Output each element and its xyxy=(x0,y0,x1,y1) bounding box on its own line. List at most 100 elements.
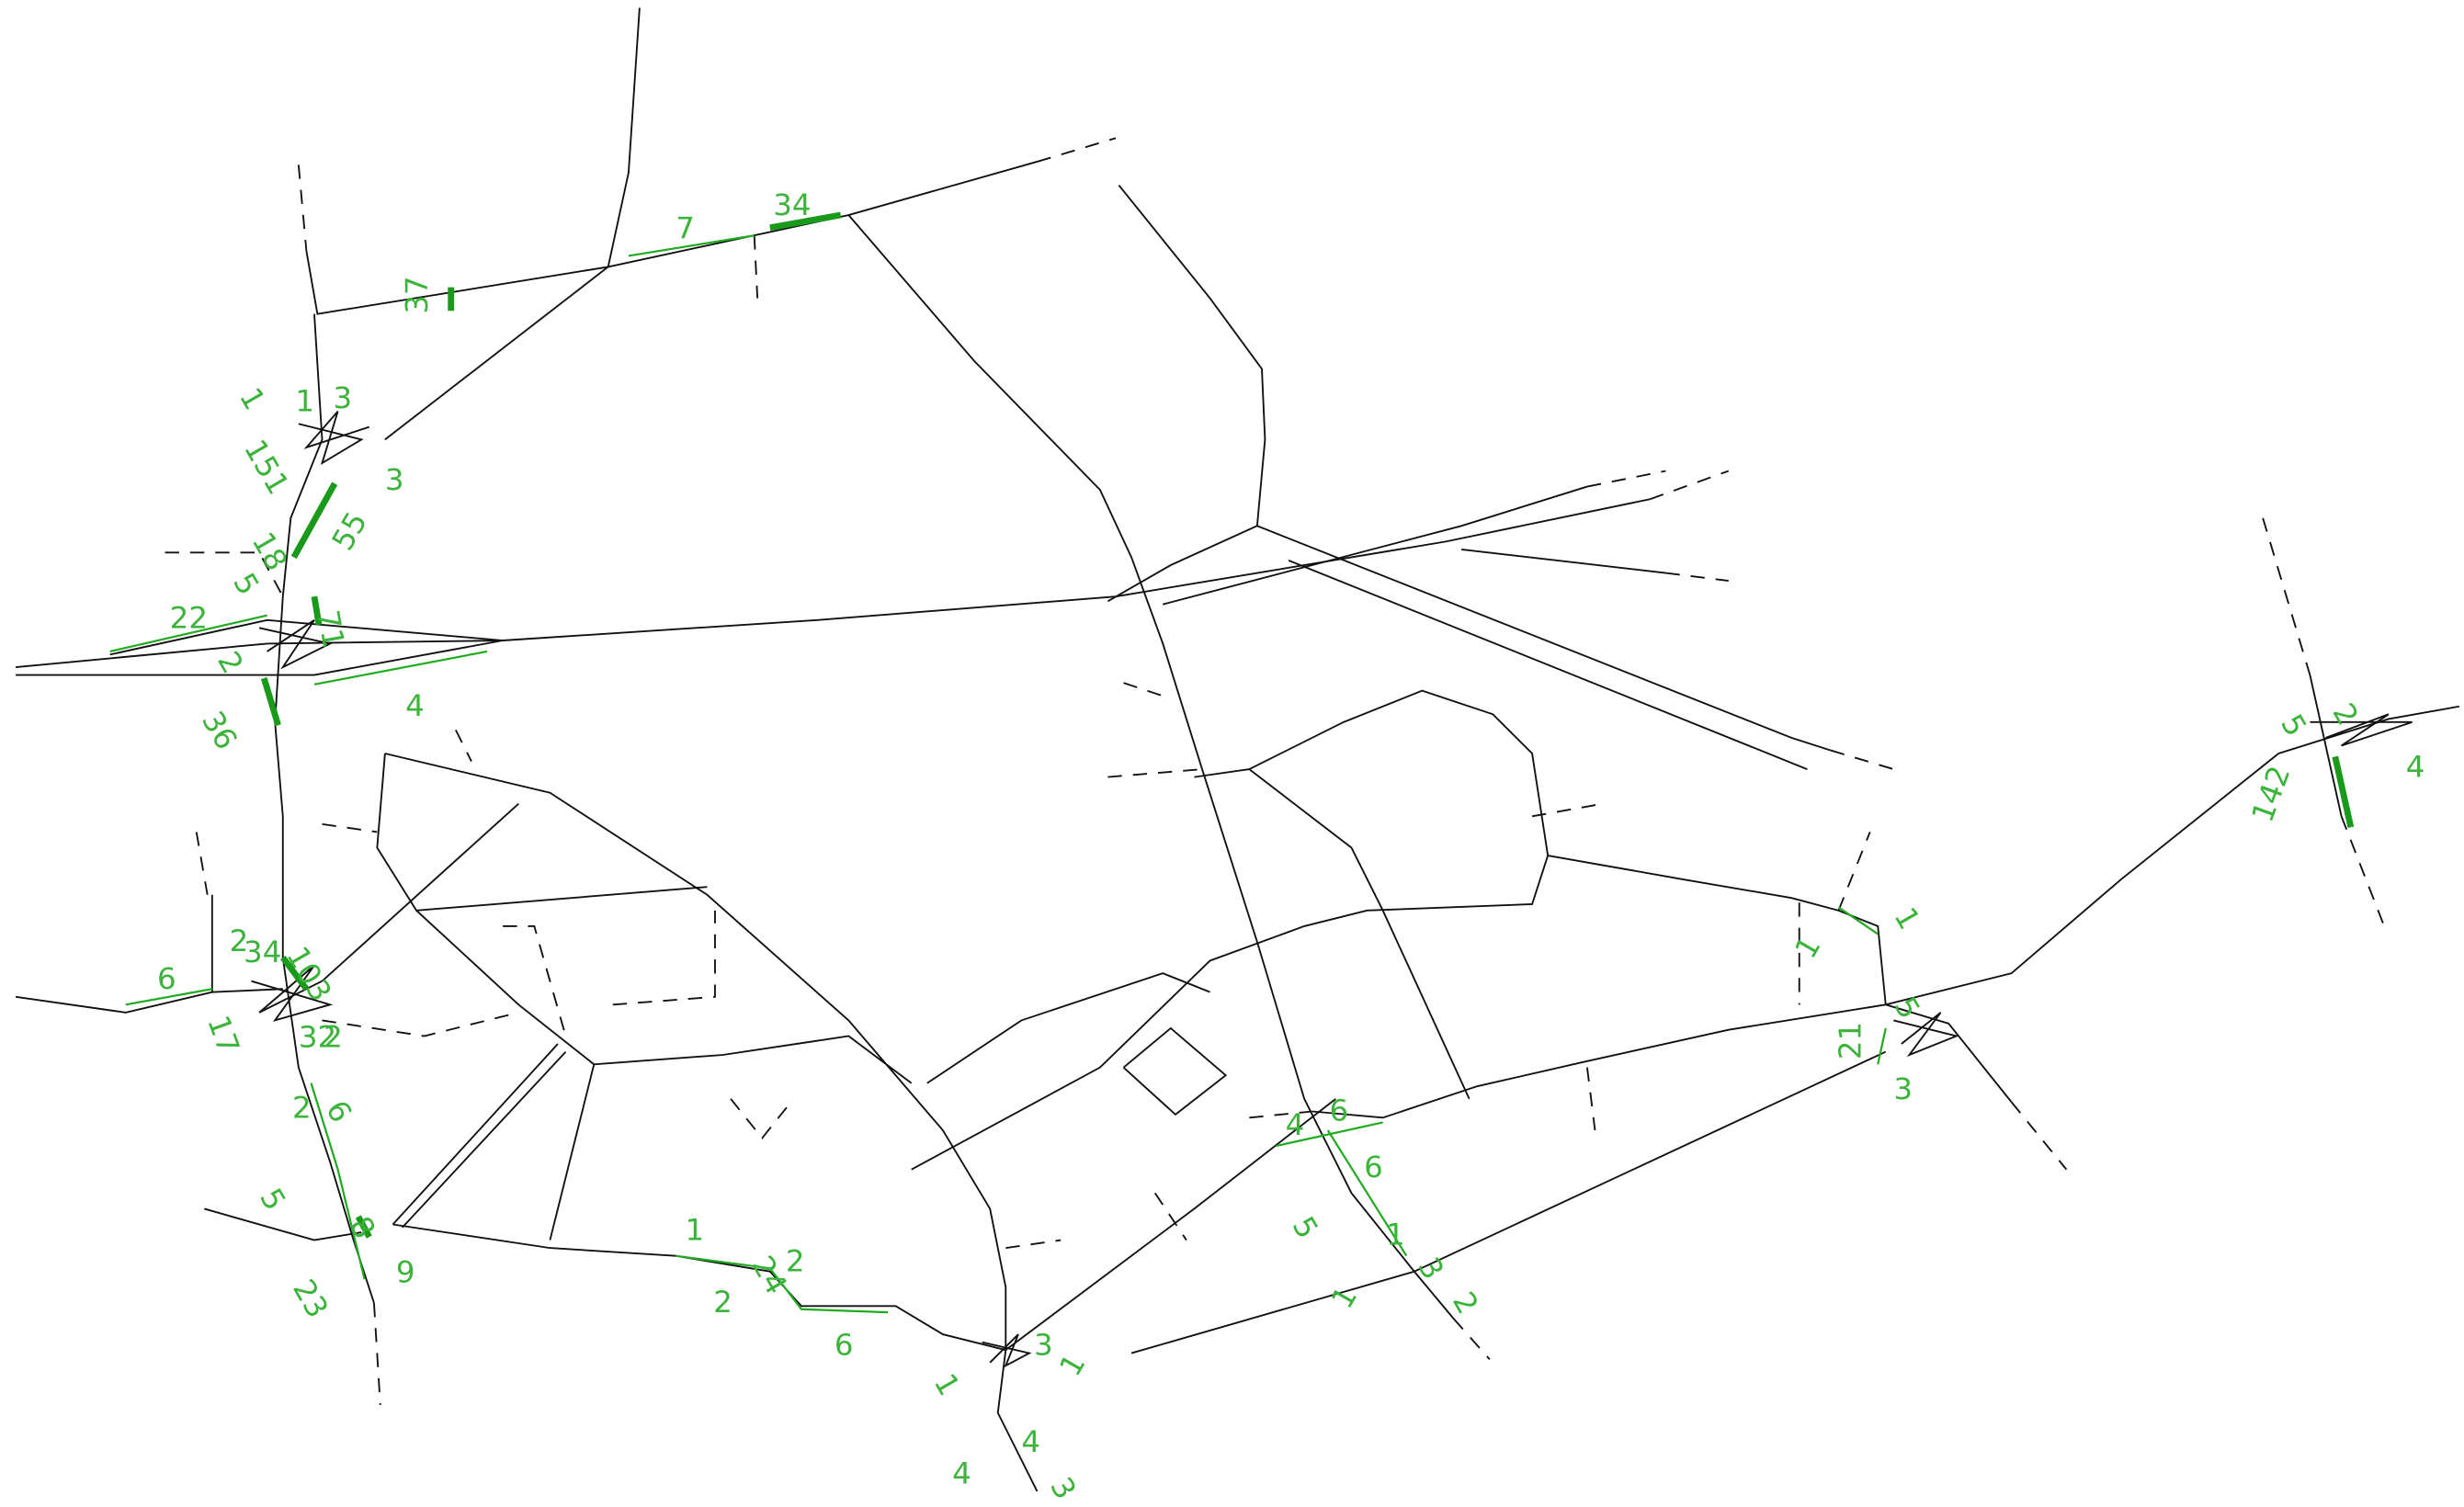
road xyxy=(1885,705,2460,1006)
road xyxy=(195,832,209,895)
link-label: 5 xyxy=(253,1183,292,1217)
link-label: 36 xyxy=(195,705,244,755)
road xyxy=(1548,855,1887,1005)
link-label: 151 xyxy=(237,434,296,501)
road xyxy=(392,1043,559,1226)
highlight xyxy=(310,1082,366,1280)
road xyxy=(1649,470,1730,501)
junction xyxy=(2310,713,2413,747)
road xyxy=(1153,1192,1187,1241)
road xyxy=(1005,1239,1062,1250)
link-label: 6 xyxy=(1330,1093,1349,1128)
highlight xyxy=(2332,755,2355,829)
link-label: 3 xyxy=(1043,1471,1083,1505)
road xyxy=(1830,749,1894,770)
highlight xyxy=(109,614,267,653)
road xyxy=(455,729,472,762)
road xyxy=(274,313,375,1304)
road xyxy=(1461,548,1666,574)
road xyxy=(1837,832,1871,912)
link-label: 2 xyxy=(1446,1286,1485,1320)
highlight xyxy=(769,211,842,232)
road xyxy=(503,924,567,1037)
road xyxy=(402,1050,567,1229)
road xyxy=(1288,560,1808,770)
road xyxy=(297,164,308,252)
highlight xyxy=(125,988,213,1006)
link-label: 34 xyxy=(244,935,281,969)
road xyxy=(612,910,716,1006)
highlight xyxy=(1877,1027,1887,1065)
road xyxy=(204,1207,362,1241)
highlight xyxy=(311,595,323,626)
link-label: 3 xyxy=(1034,1327,1053,1362)
road xyxy=(1122,1026,1228,1116)
link-label: 1 xyxy=(1324,1281,1364,1315)
link-label: 2 xyxy=(786,1244,805,1279)
road xyxy=(322,1011,519,1037)
highlight xyxy=(260,677,281,727)
junction xyxy=(251,964,334,1023)
link-label: 4 xyxy=(2406,750,2425,785)
road xyxy=(1585,1067,1596,1131)
link-label: 1 xyxy=(233,382,272,416)
road xyxy=(1885,1003,2013,1103)
road xyxy=(1452,1318,1491,1361)
road xyxy=(1163,485,1588,606)
link-label: 55 xyxy=(325,506,375,557)
link-label: 1 xyxy=(685,1213,704,1248)
road xyxy=(15,988,283,1014)
link-label: 3 xyxy=(385,462,404,497)
road xyxy=(2010,1101,2068,1171)
road xyxy=(1249,1110,1312,1119)
link-label: 21 xyxy=(1833,1022,1868,1059)
highlight xyxy=(1326,1129,1408,1257)
link-label: 1 xyxy=(1052,1348,1092,1382)
link-label: 4 xyxy=(405,688,425,723)
link-label: 2 xyxy=(2325,697,2365,731)
junction xyxy=(258,619,333,670)
link-label: 2 xyxy=(292,1090,312,1125)
link-label: 7 xyxy=(676,211,695,246)
road xyxy=(1005,1098,1336,1351)
highlight xyxy=(1837,906,1879,935)
road xyxy=(2309,674,2343,817)
link-label: 17 xyxy=(200,1011,246,1059)
road xyxy=(549,1064,596,1241)
road xyxy=(1130,1050,1887,1354)
link-label: 2 xyxy=(713,1285,732,1320)
road xyxy=(321,802,519,982)
link-label: 1 xyxy=(1788,931,1827,965)
link-label: 9 xyxy=(396,1255,415,1290)
road xyxy=(926,972,1210,1084)
road xyxy=(1037,137,1117,163)
link-label: 4 xyxy=(952,1456,971,1490)
road xyxy=(2340,815,2387,930)
road xyxy=(322,822,378,833)
road xyxy=(372,1302,381,1406)
link-label: 5 xyxy=(2274,708,2313,742)
link-label: 6 xyxy=(1364,1150,1383,1184)
road xyxy=(416,886,708,912)
road xyxy=(996,1350,1039,1492)
road xyxy=(384,266,609,441)
roads xyxy=(15,7,2460,1492)
link-label: 142 xyxy=(2244,761,2297,826)
link-label: 23 xyxy=(286,1274,335,1324)
junction xyxy=(298,410,370,466)
link-label: 6 xyxy=(157,961,176,996)
link-label: 6 xyxy=(319,1094,358,1128)
road xyxy=(1123,682,1172,700)
highlight xyxy=(313,650,488,686)
highlight xyxy=(676,1254,889,1314)
road xyxy=(753,235,759,299)
link-label: 6 xyxy=(835,1327,854,1362)
link-label: 3 xyxy=(333,380,352,415)
link-label: 1 xyxy=(295,384,314,419)
road xyxy=(1311,1003,1886,1119)
link-label: 2 xyxy=(324,1019,343,1054)
road xyxy=(16,498,1651,668)
road xyxy=(16,640,504,676)
